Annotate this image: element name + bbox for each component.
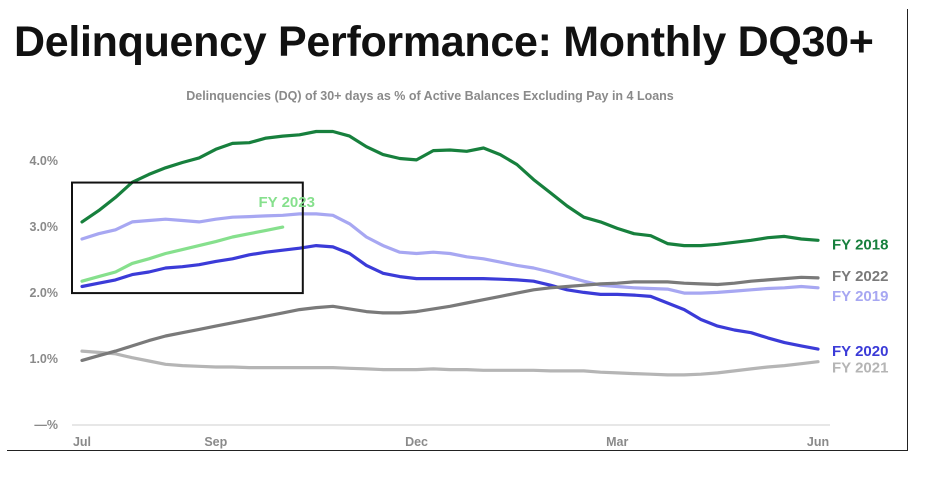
series-label-fy-2019: FY 2019 xyxy=(832,288,888,305)
x-tick-label: Jul xyxy=(73,435,91,449)
y-tick-label: 3.0% xyxy=(30,220,59,234)
series-label-fy-2022: FY 2022 xyxy=(832,268,888,285)
y-axis: —% 1.0% 2.0% 3.0% 4.0% xyxy=(30,154,59,432)
series-label-fy-2023: FY 2023 xyxy=(259,194,315,211)
y-tick-label: 2.0% xyxy=(30,286,59,300)
chart-frame xyxy=(7,9,908,451)
page-title: Delinquency Performance: Monthly DQ30+ xyxy=(14,18,874,66)
y-tick-label: 1.0% xyxy=(30,352,59,366)
series-line-fy-2018 xyxy=(80,129,820,248)
series-label-fy-2018: FY 2018 xyxy=(832,236,888,253)
x-tick-label: Mar xyxy=(606,435,628,449)
series-label-fy-2021: FY 2021 xyxy=(832,360,888,377)
series-group xyxy=(80,129,820,377)
fy2023-highlight-box xyxy=(71,181,304,295)
y-tick-label: —% xyxy=(34,418,58,432)
x-axis: Jul Sep Dec Mar Jun xyxy=(73,435,829,449)
x-tick-label: Jun xyxy=(807,435,829,449)
series-line-fy-2019 xyxy=(80,212,820,295)
series-line-fy-2020 xyxy=(80,244,820,351)
chart-subtitle: Delinquencies (DQ) of 30+ days as % of A… xyxy=(186,89,674,103)
series-line-fy-2023 xyxy=(80,225,285,283)
y-tick-label: 4.0% xyxy=(30,154,59,168)
x-tick-label: Dec xyxy=(405,435,428,449)
series-line-fy-2021 xyxy=(80,349,820,377)
series-label-fy-2020: FY 2020 xyxy=(832,343,888,360)
highlight-rect xyxy=(71,181,304,295)
x-tick-label: Sep xyxy=(204,435,227,449)
series-line-fy-2022 xyxy=(80,275,820,362)
